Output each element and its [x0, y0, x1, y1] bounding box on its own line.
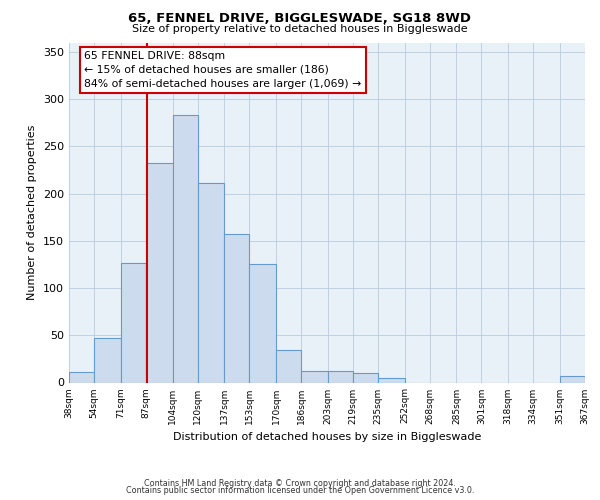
Bar — [378, 378, 404, 382]
Text: 65, FENNEL DRIVE, BIGGLESWADE, SG18 8WD: 65, FENNEL DRIVE, BIGGLESWADE, SG18 8WD — [128, 12, 472, 26]
Text: Size of property relative to detached houses in Biggleswade: Size of property relative to detached ho… — [132, 24, 468, 34]
Bar — [301, 371, 328, 382]
Text: Contains HM Land Registry data © Crown copyright and database right 2024.: Contains HM Land Registry data © Crown c… — [144, 478, 456, 488]
Bar — [94, 338, 121, 382]
Bar — [250, 264, 276, 382]
Bar — [173, 115, 197, 382]
Bar — [276, 350, 301, 382]
Y-axis label: Number of detached properties: Number of detached properties — [28, 125, 37, 300]
Bar — [121, 262, 146, 382]
Bar — [146, 164, 173, 382]
Text: 65 FENNEL DRIVE: 88sqm
← 15% of detached houses are smaller (186)
84% of semi-de: 65 FENNEL DRIVE: 88sqm ← 15% of detached… — [85, 51, 362, 89]
Bar — [224, 234, 250, 382]
X-axis label: Distribution of detached houses by size in Biggleswade: Distribution of detached houses by size … — [173, 432, 481, 442]
Bar — [353, 373, 378, 382]
Text: Contains public sector information licensed under the Open Government Licence v3: Contains public sector information licen… — [126, 486, 474, 495]
Bar — [197, 183, 224, 382]
Bar — [560, 376, 585, 382]
Bar — [69, 372, 94, 382]
Bar — [328, 371, 353, 382]
